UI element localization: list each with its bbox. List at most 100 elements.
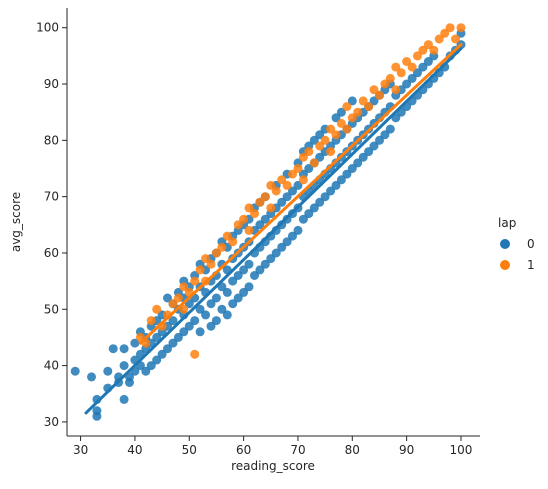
data-point-series-0: [320, 192, 330, 202]
data-point-series-1: [255, 197, 265, 207]
data-point-series-0: [347, 164, 357, 173]
data-point-series-0: [146, 361, 156, 371]
data-point-series-0: [119, 394, 129, 404]
data-point-series-0: [277, 197, 287, 207]
data-point-series-1: [326, 124, 336, 134]
data-point-series-1: [358, 96, 368, 106]
data-point-series-0: [222, 287, 232, 297]
data-point-series-1: [277, 175, 287, 185]
data-point-series-1: [396, 68, 406, 78]
data-point-series-0: [179, 327, 189, 337]
data-point-series-0: [331, 113, 341, 123]
x-tick-label: 40: [127, 443, 142, 457]
data-point-series-1: [429, 45, 439, 55]
data-point-series-1: [456, 23, 466, 33]
y-tick-label: 70: [44, 190, 59, 204]
data-point-series-1: [413, 51, 422, 61]
data-point-series-1: [195, 265, 205, 275]
x-tick-label: 70: [290, 443, 305, 457]
data-point-series-1: [304, 147, 314, 157]
data-point-series-0: [233, 293, 243, 303]
data-point-series-0: [385, 124, 395, 134]
regression-lines: [84, 43, 463, 415]
data-point-series-0: [239, 287, 249, 297]
regression-line-series-1: [138, 43, 463, 345]
data-point-series-1: [320, 135, 330, 145]
x-tick-label: 60: [236, 443, 251, 457]
data-point-series-0: [130, 338, 140, 348]
data-point-series-0: [347, 96, 357, 106]
data-point-series-0: [228, 299, 238, 309]
data-point-series-0: [244, 282, 254, 292]
data-point-series-0: [309, 135, 319, 145]
data-point-series-0: [298, 214, 308, 224]
data-point-series-1: [244, 203, 254, 213]
data-point-series-0: [293, 180, 303, 190]
data-point-series-1: [336, 118, 346, 128]
data-point-series-1: [179, 282, 189, 292]
y-tick-label: 40: [44, 359, 59, 373]
data-point-series-1: [282, 180, 292, 190]
data-point-series-0: [342, 169, 352, 179]
data-point-series-1: [233, 220, 243, 230]
y-tick-label: 30: [44, 415, 59, 429]
data-point-series-1: [271, 186, 281, 196]
data-point-series-0: [119, 361, 129, 371]
data-point-series-1: [190, 276, 200, 286]
data-point-series-0: [271, 248, 281, 258]
data-point-series-0: [103, 366, 113, 376]
data-point-series-0: [288, 231, 297, 241]
legend-label-1: 1: [527, 258, 535, 272]
points-layer: [70, 23, 466, 421]
data-point-series-0: [282, 192, 292, 202]
data-point-series-1: [380, 79, 390, 89]
data-point-series-0: [315, 130, 325, 140]
data-point-series-1: [391, 85, 401, 95]
data-point-series-1: [418, 45, 428, 55]
data-point-series-1: [179, 304, 189, 314]
data-point-series-0: [260, 259, 270, 269]
data-point-series-0: [119, 344, 129, 354]
data-point-series-1: [298, 175, 308, 185]
regression-line-series-0: [84, 47, 463, 415]
data-point-series-0: [282, 237, 292, 247]
x-axis-label: reading_score: [231, 459, 315, 473]
data-point-series-0: [293, 225, 303, 235]
legend-label-0: 0: [527, 237, 535, 251]
data-point-series-1: [260, 192, 270, 202]
data-point-series-1: [168, 299, 178, 309]
data-point-series-1: [211, 248, 221, 258]
data-point-series-0: [206, 299, 216, 309]
axes: [66, 8, 480, 437]
data-point-series-0: [402, 79, 412, 89]
legend: lap 0 1: [498, 216, 535, 272]
data-point-series-1: [385, 73, 395, 83]
data-point-series-0: [87, 372, 96, 382]
data-point-series-0: [315, 152, 325, 162]
data-point-series-1: [288, 169, 297, 179]
data-point-series-0: [369, 96, 379, 106]
data-point-series-1: [375, 90, 384, 100]
data-point-series-1: [239, 214, 249, 224]
data-point-series-0: [413, 68, 422, 78]
data-point-series-1: [222, 231, 232, 241]
data-point-series-1: [228, 237, 238, 247]
x-tick-label: 100: [450, 443, 473, 457]
data-point-series-0: [152, 332, 162, 342]
data-point-series-0: [244, 259, 254, 269]
data-point-series-1: [206, 259, 216, 269]
data-point-series-0: [211, 316, 221, 326]
data-point-series-1: [266, 203, 276, 213]
data-point-series-0: [141, 366, 151, 376]
data-point-series-1: [347, 113, 357, 123]
data-point-series-1: [434, 34, 444, 44]
data-point-series-1: [201, 254, 211, 264]
x-tick-label: 50: [182, 443, 197, 457]
legend-marker-0: [500, 239, 510, 249]
data-point-series-0: [266, 254, 276, 264]
y-tick-label: 80: [44, 133, 59, 147]
data-point-series-0: [277, 242, 287, 252]
data-point-series-0: [239, 265, 249, 275]
y-ticks: 30 40 50 60 70 80 90 100: [36, 21, 67, 429]
data-point-series-0: [233, 271, 243, 280]
